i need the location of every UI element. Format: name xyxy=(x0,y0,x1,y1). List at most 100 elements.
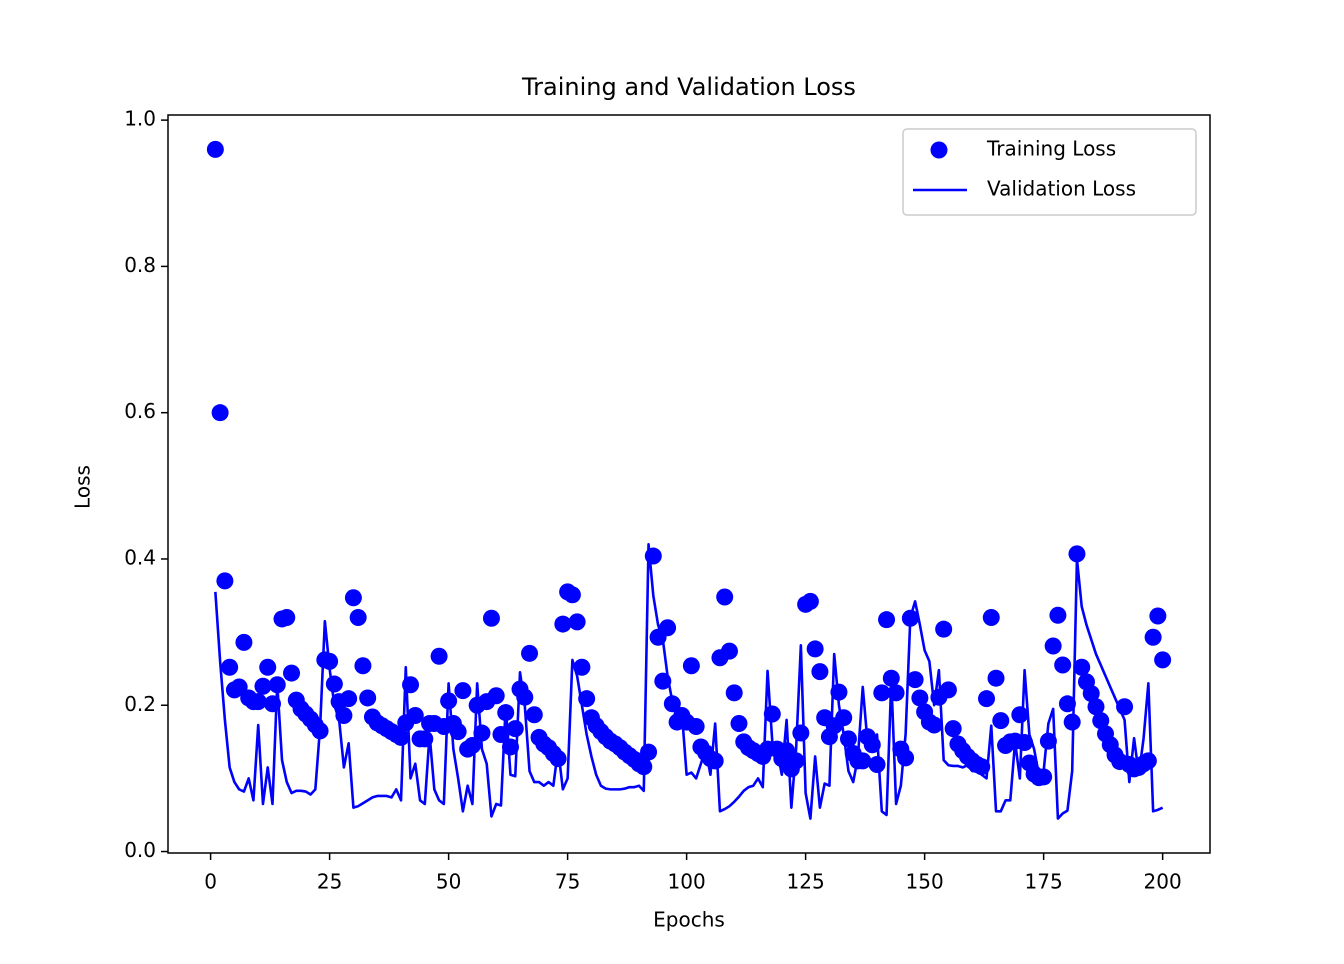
training-point xyxy=(1087,698,1105,716)
training-point xyxy=(939,681,957,699)
x-axis-label: Epochs xyxy=(653,908,725,932)
training-point xyxy=(1039,732,1057,750)
training-point xyxy=(463,736,481,754)
training-point xyxy=(235,633,253,651)
training-point xyxy=(278,608,296,626)
training-point xyxy=(525,706,543,724)
training-point xyxy=(1082,685,1100,703)
training-point xyxy=(1068,545,1086,563)
training-point xyxy=(344,589,362,607)
x-tick-label: 175 xyxy=(1025,870,1063,894)
training-point xyxy=(349,608,367,626)
training-point xyxy=(987,669,1005,687)
training-point xyxy=(563,586,581,604)
y-tick-label: 0.4 xyxy=(124,545,156,569)
y-tick-label: 0.6 xyxy=(124,399,156,423)
training-point xyxy=(811,663,829,681)
training-point xyxy=(763,705,781,723)
training-point xyxy=(725,684,743,702)
training-point xyxy=(230,678,248,696)
training-point xyxy=(835,709,853,727)
chart-title: Training and Validation Loss xyxy=(521,73,856,101)
training-point xyxy=(716,588,734,606)
training-point xyxy=(878,611,896,629)
training-point xyxy=(454,682,472,700)
training-point xyxy=(340,690,358,708)
training-point xyxy=(249,693,267,711)
legend-label: Training Loss xyxy=(986,137,1116,161)
training-point xyxy=(1054,656,1072,674)
x-tick-label: 150 xyxy=(906,870,944,894)
training-point xyxy=(1011,706,1029,724)
training-point xyxy=(216,572,234,590)
training-point xyxy=(640,743,658,761)
training-point xyxy=(944,720,962,738)
training-point xyxy=(506,720,524,738)
y-tick-label: 1.0 xyxy=(124,107,156,131)
training-point xyxy=(1154,651,1172,669)
x-tick-label: 25 xyxy=(317,870,342,894)
training-point xyxy=(868,755,886,773)
training-point xyxy=(221,658,239,676)
training-point xyxy=(554,615,572,633)
training-point xyxy=(925,716,943,734)
training-point xyxy=(430,647,448,665)
x-tick-label: 75 xyxy=(555,870,580,894)
training-point xyxy=(259,658,277,676)
training-point xyxy=(392,728,410,746)
y-tick-label: 0.2 xyxy=(124,692,156,716)
training-point xyxy=(1058,695,1076,713)
legend-label: Validation Loss xyxy=(987,177,1136,201)
y-axis-label: Loss xyxy=(71,465,95,509)
training-point xyxy=(206,140,224,158)
training-point xyxy=(659,619,677,637)
training-point xyxy=(359,689,377,707)
training-point xyxy=(806,640,824,658)
training-point xyxy=(882,669,900,687)
training-point xyxy=(801,592,819,610)
plot-area xyxy=(206,140,1172,820)
training-point xyxy=(720,642,738,660)
legend-box xyxy=(902,128,1197,216)
training-point xyxy=(1149,607,1167,625)
training-point xyxy=(978,690,996,708)
training-point xyxy=(325,675,343,693)
training-point xyxy=(449,723,467,741)
training-point xyxy=(992,712,1010,730)
x-tick-label: 0 xyxy=(204,870,217,894)
training-point xyxy=(521,644,539,662)
training-point xyxy=(687,717,705,735)
training-point xyxy=(573,658,591,676)
training-point xyxy=(1049,606,1067,624)
training-point xyxy=(1044,637,1062,655)
training-point xyxy=(911,689,929,707)
training-point xyxy=(792,724,810,742)
x-tick-label: 50 xyxy=(436,870,461,894)
training-point xyxy=(730,715,748,733)
validation-line xyxy=(214,543,1164,820)
training-point xyxy=(1144,628,1162,646)
legend-marker xyxy=(930,141,948,159)
training-point xyxy=(982,608,1000,626)
y-tick-label: 0.0 xyxy=(124,838,156,862)
training-point xyxy=(254,677,272,695)
x-tick-label: 100 xyxy=(668,870,706,894)
training-point xyxy=(1092,712,1110,730)
training-point xyxy=(211,404,229,422)
training-point xyxy=(873,684,891,702)
training-point xyxy=(682,657,700,675)
training-point xyxy=(897,749,915,767)
training-point xyxy=(482,609,500,627)
training-point xyxy=(283,664,301,682)
training-point xyxy=(354,657,372,675)
training-point xyxy=(501,738,519,756)
training-point xyxy=(406,706,424,724)
training-point xyxy=(487,687,505,705)
training-point xyxy=(568,613,586,631)
y-tick-label: 0.8 xyxy=(124,253,156,277)
training-point xyxy=(906,671,924,689)
training-point xyxy=(1073,658,1091,676)
x-tick-label: 200 xyxy=(1144,870,1182,894)
training-point xyxy=(935,620,953,638)
